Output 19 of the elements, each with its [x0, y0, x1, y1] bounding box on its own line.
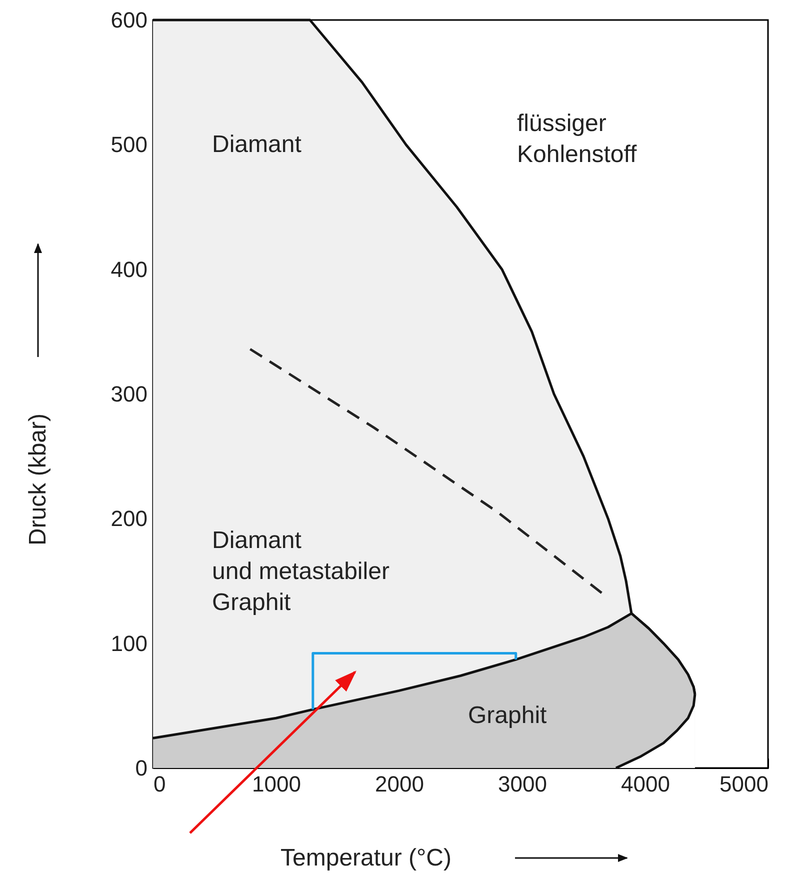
x-tick-label: 1000: [252, 772, 301, 796]
y-tick-label: 100: [110, 630, 148, 656]
y-tick-label: 0: [135, 756, 148, 780]
x-tick-label: 2000: [375, 772, 424, 796]
annotation: Diamant und metastabiler Graphit: [212, 527, 390, 616]
annotation: Graphit: [468, 702, 548, 729]
x-tick-label: 4000: [621, 772, 670, 796]
x-tick-label: 0: [154, 772, 166, 796]
y-tick-label: 400: [110, 256, 148, 282]
y-tick-label: 600: [110, 8, 148, 32]
y-tick-label: 300: [110, 382, 148, 406]
x-tick-label: 3000: [498, 772, 547, 796]
y-axis-title: Druck (kbar): [24, 413, 52, 546]
y-tick-label: 200: [110, 506, 148, 532]
x-tick-label: 5000: [720, 772, 768, 796]
x-axis-title: Temperatur (°C): [280, 844, 452, 872]
y-tick-label: 500: [110, 132, 148, 158]
annotation: flüssiger Kohlenstoff: [517, 110, 637, 168]
annotation: Diamant: [212, 131, 302, 158]
